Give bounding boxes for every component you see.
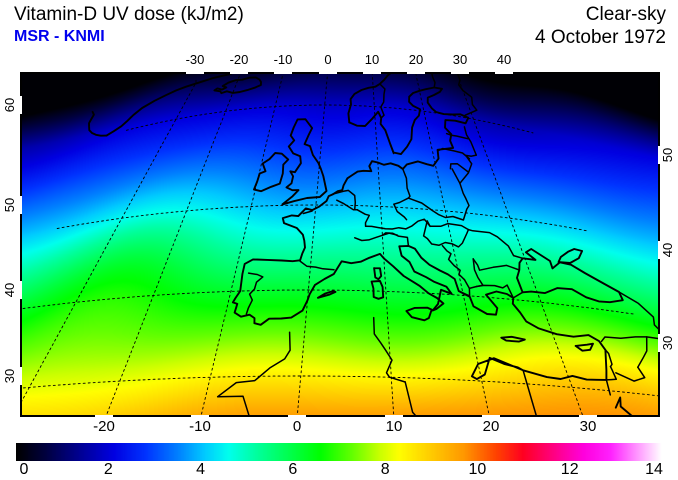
axis-tick-mark — [186, 72, 204, 74]
axis-tick-mark — [658, 146, 660, 164]
axis-tick-mark — [20, 281, 22, 299]
axis-tick-label-top: 0 — [324, 52, 332, 67]
colorbar-tick-label: 8 — [380, 461, 390, 478]
page-title: Vitamin-D UV dose (kJ/m2) — [14, 4, 244, 25]
axis-tick-label-bottom: -20 — [93, 418, 115, 435]
map-plot-area — [20, 72, 660, 417]
axis-tick-mark — [407, 72, 425, 74]
axis-tick-label-bottom: 20 — [482, 418, 500, 435]
axis-tick-label-left: 60 — [2, 97, 17, 113]
axis-tick-label-left: 40 — [2, 282, 17, 298]
axis-tick-label-top: 30 — [452, 52, 468, 67]
colorbar — [16, 443, 662, 461]
axis-tick-mark — [274, 72, 292, 74]
axis-tick-label-bottom: 10 — [385, 418, 403, 435]
colorbar-tick-label: 0 — [19, 461, 29, 478]
axis-tick-mark — [20, 196, 22, 214]
axis-tick-mark — [482, 415, 500, 417]
axis-tick-label-left: 50 — [2, 197, 17, 213]
header-source-label: MSR - KNMI — [14, 28, 105, 45]
axis-tick-mark — [385, 415, 403, 417]
colorbar-tick-label: 12 — [560, 461, 579, 478]
axis-tick-mark — [495, 72, 513, 74]
axis-tick-label-right: 50 — [660, 147, 675, 163]
axis-tick-mark — [658, 241, 660, 259]
axis-tick-mark — [20, 367, 22, 385]
axis-tick-mark — [363, 72, 381, 74]
colorbar-tick-label: 2 — [103, 461, 113, 478]
axis-tick-label-top: -30 — [185, 52, 205, 67]
colorbar-tick-label: 4 — [196, 461, 206, 478]
axis-tick-mark — [658, 334, 660, 352]
axis-tick-label-bottom: 0 — [292, 418, 302, 435]
axis-tick-mark — [451, 72, 469, 74]
colorbar-tick-label: 10 — [468, 461, 487, 478]
axis-tick-label-bottom: 30 — [579, 418, 597, 435]
axis-tick-label-top: 40 — [496, 52, 512, 67]
axis-tick-label-right: 30 — [660, 335, 675, 351]
uv-dose-heatmap — [22, 74, 658, 415]
axis-tick-mark — [95, 415, 113, 417]
axis-tick-mark — [191, 415, 209, 417]
axis-tick-mark — [288, 415, 306, 417]
axis-tick-mark — [579, 415, 597, 417]
axis-tick-label-top: -20 — [229, 52, 249, 67]
header-condition-label: Clear-sky — [585, 4, 666, 25]
colorbar-tick-label: 6 — [288, 461, 298, 478]
colorbar-tick-label: 14 — [645, 461, 663, 478]
header-date-label: 4 October 1972 — [535, 27, 666, 48]
axis-tick-label-bottom: -10 — [189, 418, 211, 435]
axis-tick-label-left: 30 — [2, 368, 17, 384]
axis-tick-mark — [230, 72, 248, 74]
axis-tick-mark — [20, 96, 22, 114]
axis-tick-mark — [319, 72, 337, 74]
axis-tick-label-top: 20 — [408, 52, 424, 67]
axis-tick-label-top: 10 — [364, 52, 380, 67]
colorbar-gradient — [16, 443, 662, 461]
axis-tick-label-right: 40 — [660, 242, 675, 258]
axis-tick-label-top: -10 — [273, 52, 293, 67]
